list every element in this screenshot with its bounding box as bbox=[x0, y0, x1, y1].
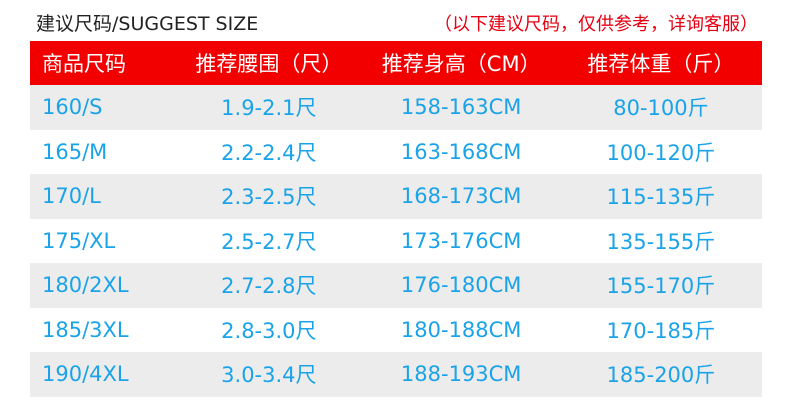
header-waist: 推荐腰围（尺） bbox=[195, 52, 343, 76]
table-row: 190/4XL 3.0-3.4尺 188-193CM 185-200斤 bbox=[30, 352, 762, 397]
cell-weight: 170-185斤 bbox=[606, 318, 716, 343]
table-row: 170/L 2.3-2.5尺 168-173CM 115-135斤 bbox=[30, 174, 762, 219]
table-row: 185/3XL 2.8-3.0尺 180-188CM 170-185斤 bbox=[30, 307, 762, 352]
header-height: 推荐身高（CM） bbox=[381, 52, 541, 76]
table-row: 175/XL 2.5-2.7尺 173-176CM 135-155斤 bbox=[30, 218, 762, 263]
table-row: 165/M 2.2-2.4尺 163-168CM 100-120斤 bbox=[30, 129, 762, 174]
header-size: 商品尺码 bbox=[42, 52, 126, 76]
cell-size: 160/S bbox=[42, 95, 103, 120]
cell-waist: 2.3-2.5尺 bbox=[221, 185, 317, 210]
cell-weight: 135-155斤 bbox=[606, 229, 716, 254]
cell-height: 163-168CM bbox=[400, 139, 522, 164]
cell-size: 185/3XL bbox=[42, 317, 129, 342]
cell-weight: 80-100斤 bbox=[613, 96, 709, 121]
cell-height: 173-176CM bbox=[400, 228, 522, 253]
cell-waist: 3.0-3.4尺 bbox=[221, 363, 317, 388]
cell-height: 180-188CM bbox=[400, 317, 522, 342]
cell-size: 175/XL bbox=[42, 228, 116, 253]
cell-weight: 155-170斤 bbox=[606, 274, 716, 299]
table-header: 商品尺码 推荐腰围（尺） 推荐身高（CM） 推荐体重（斤） bbox=[30, 41, 762, 85]
cell-waist: 2.2-2.4尺 bbox=[221, 140, 317, 165]
cell-size: 165/M bbox=[42, 139, 108, 164]
cell-height: 188-193CM bbox=[400, 362, 522, 387]
cell-waist: 2.8-3.0尺 bbox=[221, 318, 317, 343]
cell-weight: 100-120斤 bbox=[606, 140, 716, 165]
cell-size: 190/4XL bbox=[42, 362, 129, 387]
cell-waist: 2.7-2.8尺 bbox=[221, 274, 317, 299]
header-weight: 推荐体重（斤） bbox=[587, 52, 735, 76]
cell-height: 168-173CM bbox=[400, 184, 522, 209]
reference-note: （以下建议尺码，仅供参考，详询客服） bbox=[434, 14, 758, 35]
cell-size: 170/L bbox=[42, 184, 101, 209]
cell-height: 176-180CM bbox=[400, 273, 522, 298]
cell-weight: 185-200斤 bbox=[606, 363, 716, 388]
cell-weight: 115-135斤 bbox=[606, 185, 716, 210]
table-row: 160/S 1.9-2.1尺 158-163CM 80-100斤 bbox=[30, 85, 762, 130]
size-table: 商品尺码 推荐腰围（尺） 推荐身高（CM） 推荐体重（斤） 160/S 1.9-2… bbox=[30, 41, 762, 397]
cell-waist: 2.5-2.7尺 bbox=[221, 229, 317, 254]
cell-size: 180/2XL bbox=[42, 273, 129, 298]
cell-waist: 1.9-2.1尺 bbox=[221, 96, 317, 121]
cell-height: 158-163CM bbox=[400, 95, 522, 120]
chart-title: 建议尺码/SUGGEST SIZE bbox=[36, 13, 259, 35]
table-row: 180/2XL 2.7-2.8尺 176-180CM 155-170斤 bbox=[30, 263, 762, 308]
